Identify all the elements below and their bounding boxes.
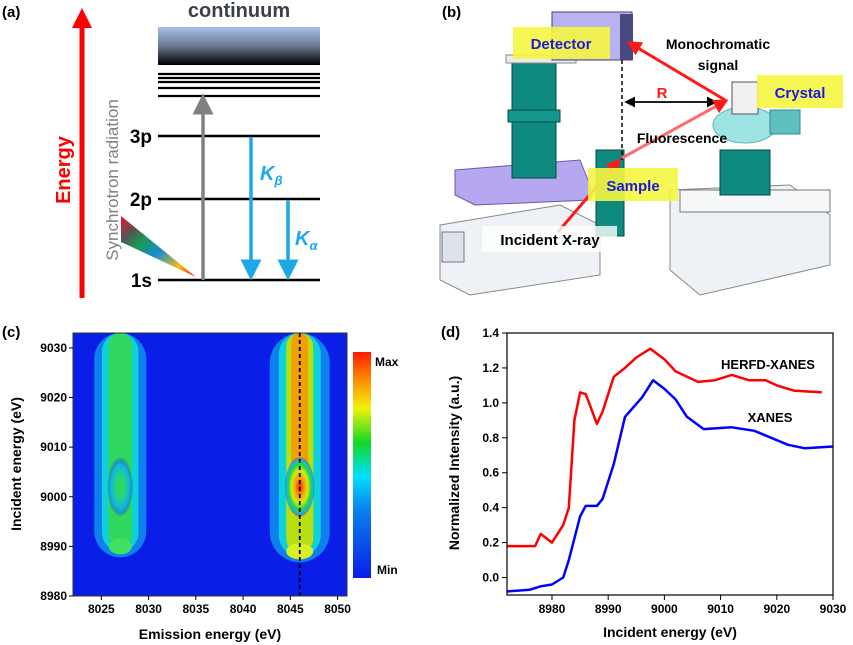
panel-c-label: (c): [2, 324, 20, 341]
series-line-herfd-xanes: [507, 347, 822, 548]
stage-plate: [507, 109, 561, 123]
peak-maximum-0: [107, 456, 134, 517]
panel-b-spectrometer-setup: (b) Detector: [439, 4, 843, 296]
legend-herfd-xanes: HERFD-XANES: [721, 357, 815, 372]
r-label: R: [657, 85, 668, 102]
chart-x-axis-label: Incident energy (eV): [603, 624, 737, 640]
y-tick-label: 9000: [40, 490, 67, 504]
y-tick-label: 9010: [40, 440, 67, 454]
colorbar-max-label: Max: [375, 355, 399, 369]
x-tick-label: 9020: [763, 602, 790, 616]
y-tick-label: 1.4: [482, 326, 499, 340]
chart-frame: [506, 332, 834, 596]
sample-highlight: [588, 168, 678, 201]
energy-arrow-head-icon: [72, 8, 92, 28]
heatmap-frame: [72, 332, 348, 597]
x-tick-label: 8050: [324, 602, 351, 616]
y-tick-label: 9020: [40, 391, 67, 405]
upper-stage-block: [511, 59, 557, 111]
energy-label: Energy: [53, 135, 75, 204]
continuum-band: [158, 27, 320, 65]
level-3p-label: 3p: [130, 127, 152, 148]
x-tick-label: 9000: [651, 602, 678, 616]
y-tick-label: 9030: [40, 341, 67, 355]
x-tick-label: 8025: [88, 602, 115, 616]
detector-highlight: [513, 27, 610, 59]
heatmap-peaks: [94, 333, 330, 563]
crystal-motor: [769, 109, 801, 135]
incident-label-bg: [482, 226, 617, 252]
monochromatic-label-line2: signal: [698, 57, 738, 73]
x-tick-label: 8990: [595, 602, 622, 616]
chart-ticks: 8980 8990 9000 9010 9020 9030 0.0 0.2 0.4 0.6 0.8 1…: [482, 326, 846, 616]
y-tick-label: 8990: [40, 539, 67, 553]
level-1s-label: 1s: [131, 271, 152, 292]
crystal-stage-block: [719, 149, 771, 196]
x-tick-label: 8040: [230, 602, 257, 616]
x-tick-label: 8030: [135, 602, 162, 616]
colorbar: [353, 352, 371, 578]
detector-window: [620, 14, 633, 60]
y-tick-label: 0.8: [482, 431, 499, 445]
y-tick-label: 1.2: [482, 361, 499, 375]
heatmap-y-axis-label: Incident energy (eV): [8, 397, 24, 531]
monochromatic-beam: [626, 41, 726, 102]
panel-b-label: (b): [442, 4, 461, 21]
y-tick-label: 0.6: [482, 466, 499, 480]
left-motor: [441, 231, 465, 263]
fluorescence-label: Fluorescence: [637, 130, 727, 146]
sample-label: Sample: [606, 178, 659, 195]
crystal-stage-assembly: [669, 81, 831, 296]
y-tick-label: 1.0: [482, 396, 499, 410]
xanes-series: [506, 347, 834, 593]
x-tick-label: 8035: [182, 602, 209, 616]
chart-y-axis-label: Normalized Intensity (a.u.): [446, 376, 462, 550]
panel-c-rixs-map: (c) 8025 8030 8035 8040 8045 8050 8980 8990 9000…: [2, 324, 399, 642]
x-tick-label: 8980: [539, 602, 566, 616]
rydberg-levels: [158, 72, 320, 98]
x-tick-label: 8045: [277, 602, 304, 616]
kbeta-label: Kβ: [260, 163, 283, 188]
colorbar-min-label: Min: [377, 563, 398, 577]
series-line-xanes: [506, 378, 834, 593]
crystal-analyzer: [731, 81, 759, 115]
detector-label: Detector: [531, 36, 592, 53]
y-tick-label: 0.4: [482, 501, 499, 515]
heatmap-ticks: 8025 8030 8035 8040 8045 8050 8980 8990 9000 9010…: [40, 341, 351, 616]
y-tick-label: 0.0: [482, 571, 499, 585]
fluorescence-beam: [621, 99, 729, 160]
synchrotron-radiation-label: Synchrotron radiation: [103, 99, 122, 261]
incident-xray-label: Incident X-ray: [500, 232, 600, 249]
panel-a-energy-diagram: (a) Energy continuum 3p 2p 1s Kβ Kα Sync…: [2, 0, 320, 298]
x-tick-label: 9030: [820, 602, 847, 616]
heatmap-x-axis-label: Emission energy (eV): [139, 626, 281, 642]
synchrotron-spectrum-icon: [121, 216, 196, 277]
lower-stage-block: [511, 121, 557, 179]
y-tick-label: 0.2: [482, 536, 499, 550]
continuum-label: continuum: [188, 0, 290, 22]
peak-maximum-1: [284, 456, 315, 517]
monochromatic-label-line1: Monochromatic: [666, 36, 770, 52]
crystal-label: Crystal: [775, 85, 826, 102]
level-2p-label: 2p: [130, 190, 152, 211]
panel-d-xanes-chart: (d) 8980 8990 9000 9010 9020 9030 0.0 0.2 0.4 0.6…: [441, 324, 847, 640]
panel-a-label: (a): [2, 4, 20, 21]
kalpha-label: Kα: [295, 228, 318, 253]
panel-d-label: (d): [441, 324, 460, 341]
y-tick-label: 8980: [40, 589, 67, 603]
x-tick-label: 9010: [707, 602, 734, 616]
crystal-highlight: [757, 75, 843, 108]
peak-onset-0: [108, 538, 132, 555]
legend-xanes: XANES: [748, 410, 793, 425]
